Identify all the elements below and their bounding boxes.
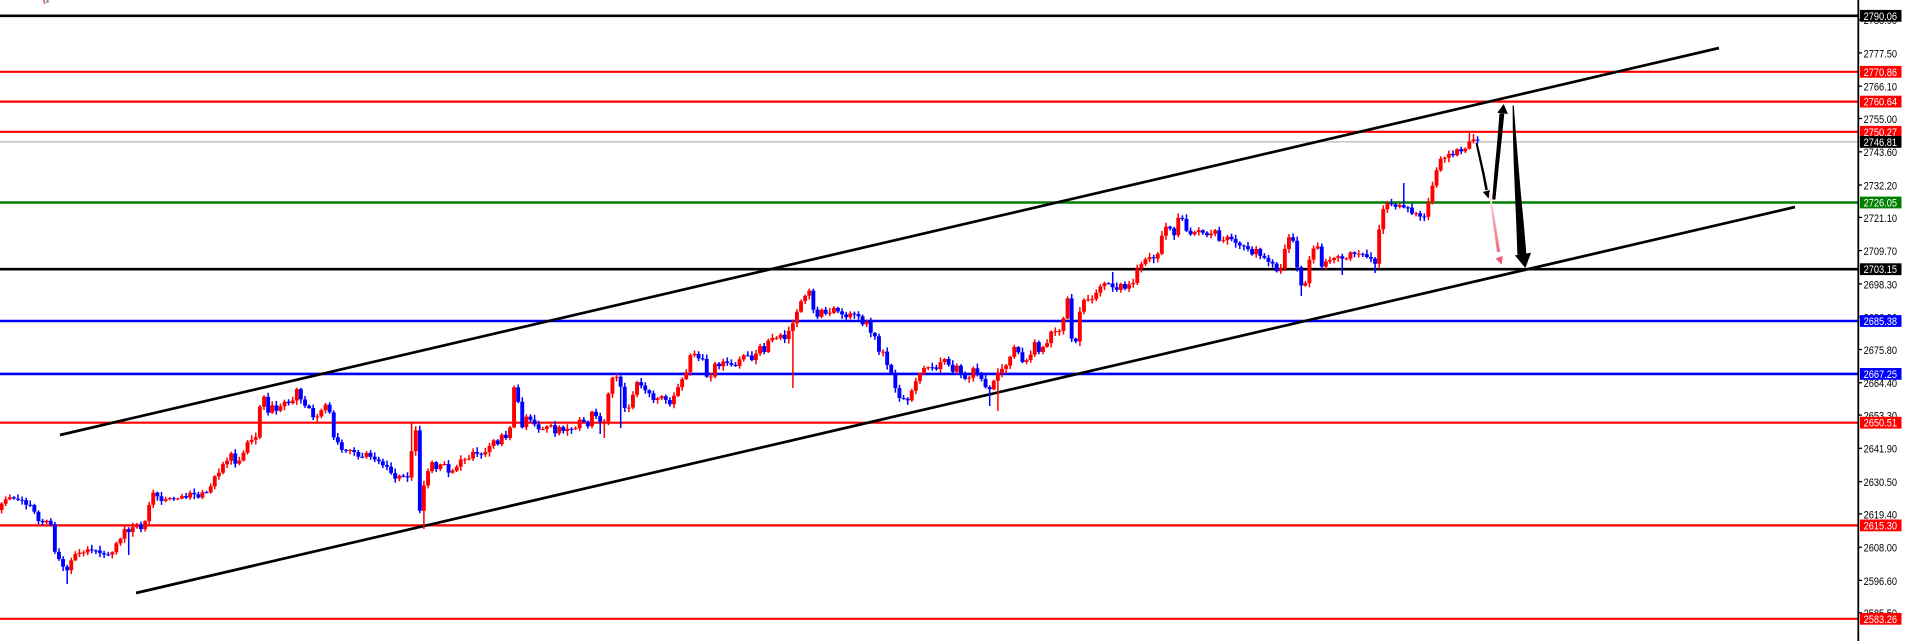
svg-text:2664.40: 2664.40: [1864, 378, 1897, 390]
svg-text:2615.30: 2615.30: [1864, 520, 1897, 532]
svg-text:2770.86: 2770.86: [1864, 67, 1897, 79]
svg-text:2667.25: 2667.25: [1864, 369, 1897, 381]
svg-text:2583.26: 2583.26: [1864, 614, 1897, 626]
svg-text:2721.10: 2721.10: [1864, 213, 1897, 225]
svg-text:2641.90: 2641.90: [1864, 444, 1897, 456]
svg-text:2675.80: 2675.80: [1864, 345, 1897, 357]
svg-text:2766.10: 2766.10: [1864, 82, 1897, 94]
svg-text:2650.51: 2650.51: [1864, 418, 1897, 430]
svg-text:2630.50: 2630.50: [1864, 477, 1897, 489]
svg-text:2608.00: 2608.00: [1864, 543, 1897, 555]
svg-text:2746.81: 2746.81: [1864, 137, 1897, 149]
svg-text:2619.40: 2619.40: [1864, 509, 1897, 521]
svg-text:2743.60: 2743.60: [1864, 147, 1897, 159]
svg-text:2709.70: 2709.70: [1864, 246, 1897, 258]
svg-text:2777.50: 2777.50: [1864, 48, 1897, 60]
svg-text:2790.06: 2790.06: [1864, 11, 1897, 23]
svg-text:2685.38: 2685.38: [1864, 316, 1897, 328]
svg-text:2755.00: 2755.00: [1864, 114, 1897, 126]
svg-text:2750.27: 2750.27: [1864, 127, 1897, 139]
svg-text:2726.05: 2726.05: [1864, 198, 1897, 210]
svg-text:2732.20: 2732.20: [1864, 180, 1897, 192]
svg-text:2703.15: 2703.15: [1864, 264, 1897, 276]
svg-text:2698.30: 2698.30: [1864, 279, 1897, 291]
svg-text:2760.64: 2760.64: [1864, 97, 1897, 109]
svg-text:2596.60: 2596.60: [1864, 576, 1897, 588]
